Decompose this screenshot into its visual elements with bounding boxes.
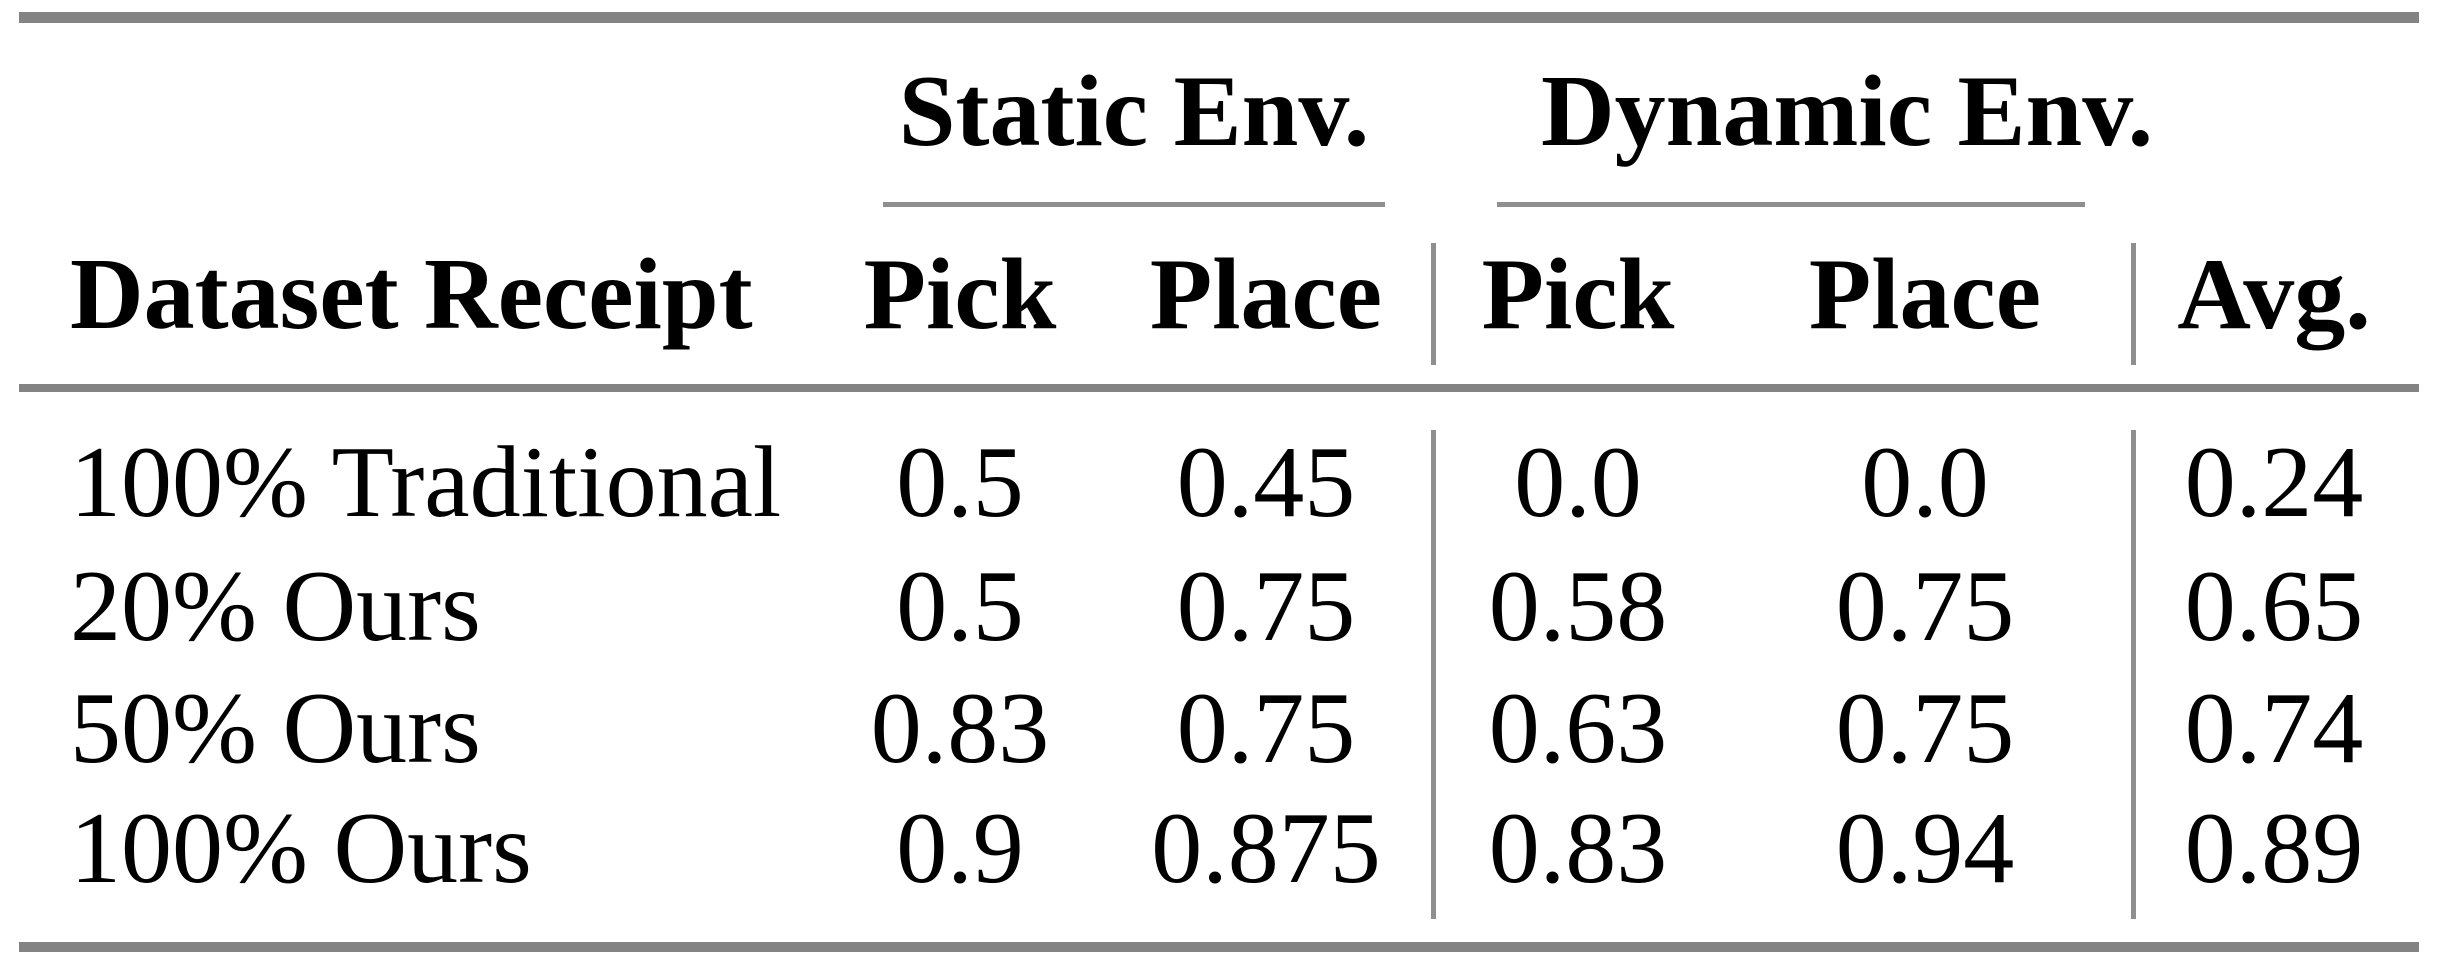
cell-static-place: 0.75 xyxy=(1176,672,1356,785)
cell-static-place: 0.45 xyxy=(1176,426,1356,539)
cell-dynamic-pick: 0.83 xyxy=(1488,792,1668,905)
cell-dynamic-pick: 0.0 xyxy=(1514,426,1642,539)
column-header-dataset-receipt: Dataset Receipt xyxy=(70,238,753,351)
vertical-divider-2-body xyxy=(2131,430,2136,919)
column-header-dynamic-place: Place xyxy=(1808,238,2042,351)
cell-dynamic-place: 0.94 xyxy=(1835,792,2015,905)
table-header-rule xyxy=(19,384,2419,392)
cell-dynamic-place: 0.75 xyxy=(1835,672,2015,785)
cell-static-pick: 0.83 xyxy=(870,672,1050,785)
cell-static-place: 0.875 xyxy=(1151,792,1381,905)
vertical-divider-1-header xyxy=(1431,243,1436,365)
cell-static-pick: 0.9 xyxy=(896,792,1024,905)
dynamic-group-underline xyxy=(1497,202,2085,207)
group-header-static-env: Static Env. xyxy=(898,55,1370,168)
static-group-underline xyxy=(883,202,1385,207)
vertical-divider-1-body xyxy=(1431,430,1436,919)
column-header-static-pick: Pick xyxy=(863,238,1057,351)
cell-dynamic-pick: 0.63 xyxy=(1488,672,1668,785)
table-bottom-rule xyxy=(19,942,2419,952)
table-top-rule xyxy=(19,12,2419,23)
cell-static-pick: 0.5 xyxy=(896,550,1024,663)
cell-static-place: 0.75 xyxy=(1176,550,1356,663)
column-header-dynamic-pick: Pick xyxy=(1481,238,1675,351)
row-label: 100% Traditional xyxy=(70,426,782,539)
cell-avg: 0.89 xyxy=(2184,792,2364,905)
cell-dynamic-pick: 0.58 xyxy=(1488,550,1668,663)
column-header-avg: Avg. xyxy=(2177,238,2371,351)
row-label: 100% Ours xyxy=(70,792,532,905)
row-label: 50% Ours xyxy=(70,672,481,785)
row-label: 20% Ours xyxy=(70,550,481,663)
cell-avg: 0.74 xyxy=(2184,672,2364,785)
column-header-static-place: Place xyxy=(1149,238,1383,351)
vertical-divider-2-header xyxy=(2131,243,2136,365)
cell-dynamic-place: 0.75 xyxy=(1835,550,2015,663)
group-header-dynamic-env: Dynamic Env. xyxy=(1541,55,2154,168)
cell-dynamic-place: 0.0 xyxy=(1861,426,1989,539)
cell-avg: 0.24 xyxy=(2184,426,2364,539)
cell-static-pick: 0.5 xyxy=(896,426,1024,539)
cell-avg: 0.65 xyxy=(2184,550,2364,663)
